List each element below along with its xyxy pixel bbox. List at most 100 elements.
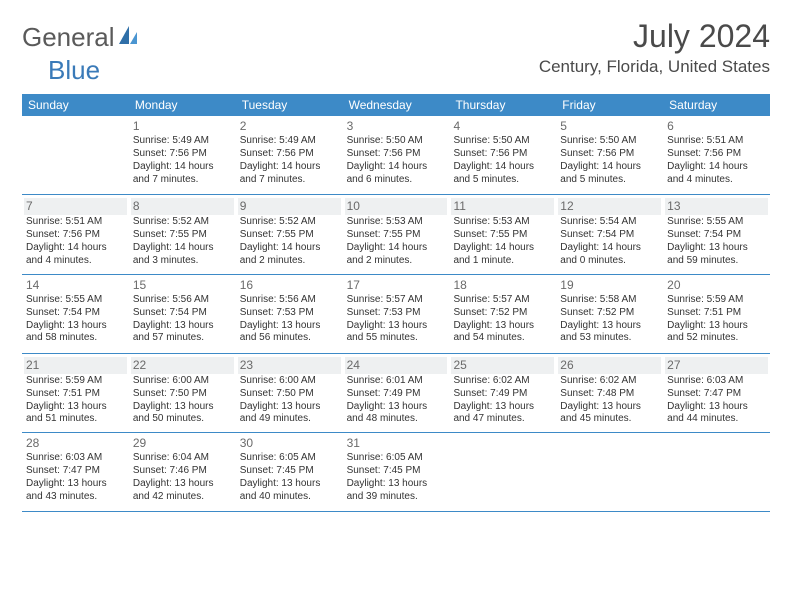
day-cell: 30Sunrise: 6:05 AMSunset: 7:45 PMDayligh… (236, 433, 343, 511)
day-cell (556, 433, 663, 511)
day-number: 20 (667, 278, 766, 293)
day-number: 19 (560, 278, 659, 293)
logo-word-blue: Blue (48, 55, 100, 85)
daylight-text: Daylight: 14 hours and 7 minutes. (240, 161, 339, 187)
day-number: 15 (133, 278, 232, 293)
sunset-text: Sunset: 7:50 PM (240, 388, 339, 401)
sunset-text: Sunset: 7:56 PM (26, 229, 125, 242)
sunset-text: Sunset: 7:56 PM (667, 148, 766, 161)
month-title: July 2024 (539, 18, 770, 55)
sunset-text: Sunset: 7:46 PM (133, 465, 232, 478)
day-cell: 2Sunrise: 5:49 AMSunset: 7:56 PMDaylight… (236, 116, 343, 194)
day-cell: 7Sunrise: 5:51 AMSunset: 7:56 PMDaylight… (22, 195, 129, 274)
daylight-text: Daylight: 13 hours and 53 minutes. (560, 320, 659, 346)
title-block: July 2024 Century, Florida, United State… (539, 18, 770, 77)
day-cell: 10Sunrise: 5:53 AMSunset: 7:55 PMDayligh… (343, 195, 450, 274)
sunrise-text: Sunrise: 5:51 AM (667, 135, 766, 148)
day-cell: 27Sunrise: 6:03 AMSunset: 7:47 PMDayligh… (663, 354, 770, 433)
day-cell: 28Sunrise: 6:03 AMSunset: 7:47 PMDayligh… (22, 433, 129, 511)
daylight-text: Daylight: 13 hours and 45 minutes. (560, 401, 659, 427)
day-cell: 3Sunrise: 5:50 AMSunset: 7:56 PMDaylight… (343, 116, 450, 194)
sunrise-text: Sunrise: 5:56 AM (240, 294, 339, 307)
week-row: 28Sunrise: 6:03 AMSunset: 7:47 PMDayligh… (22, 433, 770, 512)
sunset-text: Sunset: 7:55 PM (453, 229, 552, 242)
day-cell: 13Sunrise: 5:55 AMSunset: 7:54 PMDayligh… (663, 195, 770, 274)
sunrise-text: Sunrise: 5:55 AM (667, 216, 766, 229)
daylight-text: Daylight: 14 hours and 5 minutes. (560, 161, 659, 187)
day-number: 1 (133, 119, 232, 134)
sunrise-text: Sunrise: 5:51 AM (26, 216, 125, 229)
day-number: 21 (24, 357, 127, 374)
sunrise-text: Sunrise: 6:03 AM (667, 375, 766, 388)
daylight-text: Daylight: 14 hours and 5 minutes. (453, 161, 552, 187)
daylight-text: Daylight: 14 hours and 2 minutes. (347, 242, 446, 268)
day-number: 14 (26, 278, 125, 293)
day-cell: 16Sunrise: 5:56 AMSunset: 7:53 PMDayligh… (236, 275, 343, 353)
logo-word-general: General (22, 22, 115, 53)
sunrise-text: Sunrise: 5:57 AM (453, 294, 552, 307)
sunset-text: Sunset: 7:56 PM (347, 148, 446, 161)
day-cell: 12Sunrise: 5:54 AMSunset: 7:54 PMDayligh… (556, 195, 663, 274)
sunset-text: Sunset: 7:51 PM (26, 388, 125, 401)
day-number: 2 (240, 119, 339, 134)
sunrise-text: Sunrise: 5:52 AM (133, 216, 232, 229)
daylight-text: Daylight: 13 hours and 56 minutes. (240, 320, 339, 346)
sunset-text: Sunset: 7:45 PM (240, 465, 339, 478)
sunrise-text: Sunrise: 5:59 AM (667, 294, 766, 307)
daylight-text: Daylight: 13 hours and 43 minutes. (26, 478, 125, 504)
sunrise-text: Sunrise: 5:50 AM (453, 135, 552, 148)
sunset-text: Sunset: 7:55 PM (347, 229, 446, 242)
daylight-text: Daylight: 14 hours and 4 minutes. (667, 161, 766, 187)
sunset-text: Sunset: 7:54 PM (26, 307, 125, 320)
daylight-text: Daylight: 13 hours and 48 minutes. (347, 401, 446, 427)
daylight-text: Daylight: 13 hours and 44 minutes. (667, 401, 766, 427)
day-cell: 14Sunrise: 5:55 AMSunset: 7:54 PMDayligh… (22, 275, 129, 353)
day-cell: 22Sunrise: 6:00 AMSunset: 7:50 PMDayligh… (129, 354, 236, 433)
day-cell: 17Sunrise: 5:57 AMSunset: 7:53 PMDayligh… (343, 275, 450, 353)
day-number: 23 (238, 357, 341, 374)
day-number: 16 (240, 278, 339, 293)
sunset-text: Sunset: 7:47 PM (667, 388, 766, 401)
sail-icon (117, 24, 139, 51)
day-cell: 24Sunrise: 6:01 AMSunset: 7:49 PMDayligh… (343, 354, 450, 433)
day-number: 29 (133, 436, 232, 451)
day-number: 25 (451, 357, 554, 374)
sunrise-text: Sunrise: 6:00 AM (240, 375, 339, 388)
sunset-text: Sunset: 7:51 PM (667, 307, 766, 320)
daylight-text: Daylight: 13 hours and 40 minutes. (240, 478, 339, 504)
day-cell: 5Sunrise: 5:50 AMSunset: 7:56 PMDaylight… (556, 116, 663, 194)
week-row: 14Sunrise: 5:55 AMSunset: 7:54 PMDayligh… (22, 275, 770, 354)
day-number: 8 (131, 198, 234, 215)
daylight-text: Daylight: 13 hours and 55 minutes. (347, 320, 446, 346)
daylight-text: Daylight: 14 hours and 7 minutes. (133, 161, 232, 187)
day-cell (22, 116, 129, 194)
day-number: 9 (238, 198, 341, 215)
sunrise-text: Sunrise: 6:02 AM (560, 375, 659, 388)
day-number: 5 (560, 119, 659, 134)
day-cell: 18Sunrise: 5:57 AMSunset: 7:52 PMDayligh… (449, 275, 556, 353)
day-number: 3 (347, 119, 446, 134)
dayhead-sunday: Sunday (22, 94, 129, 116)
sunset-text: Sunset: 7:56 PM (240, 148, 339, 161)
day-header-row: Sunday Monday Tuesday Wednesday Thursday… (22, 94, 770, 116)
day-cell: 26Sunrise: 6:02 AMSunset: 7:48 PMDayligh… (556, 354, 663, 433)
day-cell: 19Sunrise: 5:58 AMSunset: 7:52 PMDayligh… (556, 275, 663, 353)
sunset-text: Sunset: 7:49 PM (453, 388, 552, 401)
daylight-text: Daylight: 14 hours and 3 minutes. (133, 242, 232, 268)
day-cell: 11Sunrise: 5:53 AMSunset: 7:55 PMDayligh… (449, 195, 556, 274)
week-row: 21Sunrise: 5:59 AMSunset: 7:51 PM Dayligh… (22, 354, 770, 434)
sunset-text: Sunset: 7:53 PM (347, 307, 446, 320)
day-cell (663, 433, 770, 511)
sunrise-text: Sunrise: 5:59 AM (26, 375, 125, 388)
sunset-text: Sunset: 7:54 PM (667, 229, 766, 242)
day-number: 10 (345, 198, 448, 215)
daylight-text: Daylight: 13 hours and 54 minutes. (453, 320, 552, 346)
sunset-text: Sunset: 7:45 PM (347, 465, 446, 478)
sunset-text: Sunset: 7:52 PM (453, 307, 552, 320)
sunrise-text: Sunrise: 5:54 AM (560, 216, 659, 229)
daylight-text: Daylight: 13 hours and 59 minutes. (667, 242, 766, 268)
day-cell (449, 433, 556, 511)
sunset-text: Sunset: 7:54 PM (560, 229, 659, 242)
day-number: 30 (240, 436, 339, 451)
day-cell: 31Sunrise: 6:05 AMSunset: 7:45 PMDayligh… (343, 433, 450, 511)
